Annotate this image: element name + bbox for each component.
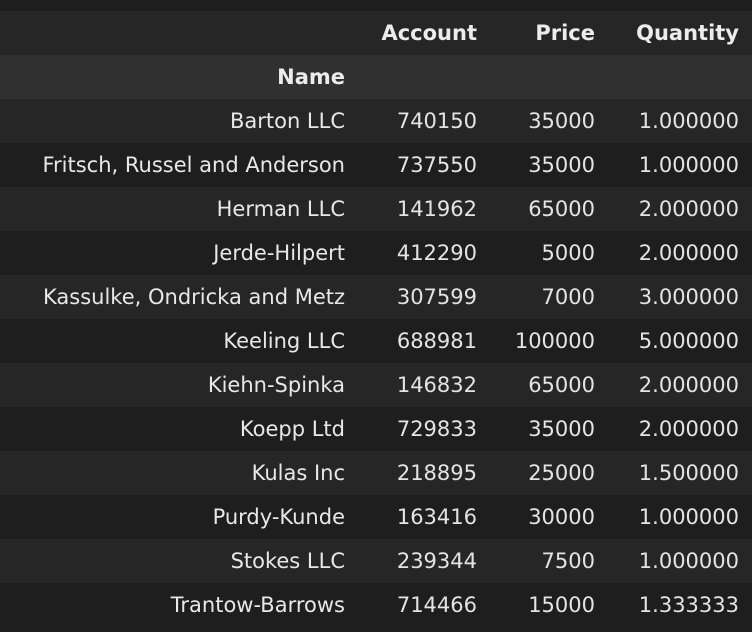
price-cell: 5000: [490, 231, 608, 275]
quantity-cell: 2.000000: [608, 363, 752, 407]
output-bottom-edge: [0, 627, 752, 632]
price-cell: 30000: [490, 495, 608, 539]
index-header-blank: [490, 55, 608, 99]
account-cell: 163416: [358, 495, 490, 539]
quantity-cell: 2.000000: [608, 187, 752, 231]
header-blank-cell: [0, 11, 358, 55]
quantity-cell: 1.500000: [608, 451, 752, 495]
table-row: Barton LLC 740150 35000 1.000000: [0, 99, 752, 143]
quantity-cell: 1.000000: [608, 539, 752, 583]
index-name-header: Name: [0, 55, 358, 99]
row-name-cell: Fritsch, Russel and Anderson: [0, 143, 358, 187]
quantity-cell: 5.000000: [608, 319, 752, 363]
row-name-cell: Kiehn-Spinka: [0, 363, 358, 407]
quantity-cell: 2.000000: [608, 231, 752, 275]
row-name-cell: Kulas Inc: [0, 451, 358, 495]
price-cell: 100000: [490, 319, 608, 363]
table-header: Account Price Quantity Name: [0, 11, 752, 99]
table-row: Fritsch, Russel and Anderson 737550 35000 1…: [0, 143, 752, 187]
row-name-cell: Trantow-Barrows: [0, 583, 358, 627]
table-row: Kassulke, Ondricka and Metz 307599 7000 3.0…: [0, 275, 752, 319]
table-row: Stokes LLC 239344 7500 1.000000: [0, 539, 752, 583]
pivot-table: Account Price Quantity Name Barton LLC 74…: [0, 11, 752, 627]
row-name-cell: Stokes LLC: [0, 539, 358, 583]
table-row: Jerde-Hilpert 412290 5000 2.000000: [0, 231, 752, 275]
price-cell: 25000: [490, 451, 608, 495]
account-cell: 146832: [358, 363, 490, 407]
price-cell: 15000: [490, 583, 608, 627]
account-cell: 412290: [358, 231, 490, 275]
account-cell: 307599: [358, 275, 490, 319]
price-cell: 35000: [490, 99, 608, 143]
price-cell: 35000: [490, 143, 608, 187]
account-cell: 729833: [358, 407, 490, 451]
quantity-cell: 2.000000: [608, 407, 752, 451]
account-cell: 141962: [358, 187, 490, 231]
column-header-quantity: Quantity: [608, 11, 752, 55]
quantity-cell: 1.333333: [608, 583, 752, 627]
price-cell: 65000: [490, 363, 608, 407]
row-name-cell: Barton LLC: [0, 99, 358, 143]
column-header-price: Price: [490, 11, 608, 55]
account-cell: 239344: [358, 539, 490, 583]
index-header-blank: [358, 55, 490, 99]
row-name-cell: Jerde-Hilpert: [0, 231, 358, 275]
account-cell: 737550: [358, 143, 490, 187]
table-row: Koepp Ltd 729833 35000 2.000000: [0, 407, 752, 451]
table-row: Keeling LLC 688981 100000 5.000000: [0, 319, 752, 363]
account-cell: 714466: [358, 583, 490, 627]
row-name-cell: Koepp Ltd: [0, 407, 358, 451]
table-body: Barton LLC 740150 35000 1.000000 Fritsch, Ru…: [0, 99, 752, 627]
table-row: Herman LLC 141962 65000 2.000000: [0, 187, 752, 231]
price-cell: 7500: [490, 539, 608, 583]
table-row: Trantow-Barrows 714466 15000 1.333333: [0, 583, 752, 627]
column-header-account: Account: [358, 11, 490, 55]
account-cell: 218895: [358, 451, 490, 495]
row-name-cell: Purdy-Kunde: [0, 495, 358, 539]
quantity-cell: 1.000000: [608, 143, 752, 187]
quantity-cell: 1.000000: [608, 495, 752, 539]
index-header-row: Name: [0, 55, 752, 99]
row-name-cell: Keeling LLC: [0, 319, 358, 363]
price-cell: 65000: [490, 187, 608, 231]
quantity-cell: 1.000000: [608, 99, 752, 143]
price-cell: 7000: [490, 275, 608, 319]
quantity-cell: 3.000000: [608, 275, 752, 319]
index-header-blank: [608, 55, 752, 99]
price-cell: 35000: [490, 407, 608, 451]
account-cell: 688981: [358, 319, 490, 363]
account-cell: 740150: [358, 99, 490, 143]
row-name-cell: Kassulke, Ondricka and Metz: [0, 275, 358, 319]
column-header-row: Account Price Quantity: [0, 11, 752, 55]
row-name-cell: Herman LLC: [0, 187, 358, 231]
table-row: Kiehn-Spinka 146832 65000 2.000000: [0, 363, 752, 407]
table-row: Kulas Inc 218895 25000 1.500000: [0, 451, 752, 495]
table-row: Purdy-Kunde 163416 30000 1.000000: [0, 495, 752, 539]
